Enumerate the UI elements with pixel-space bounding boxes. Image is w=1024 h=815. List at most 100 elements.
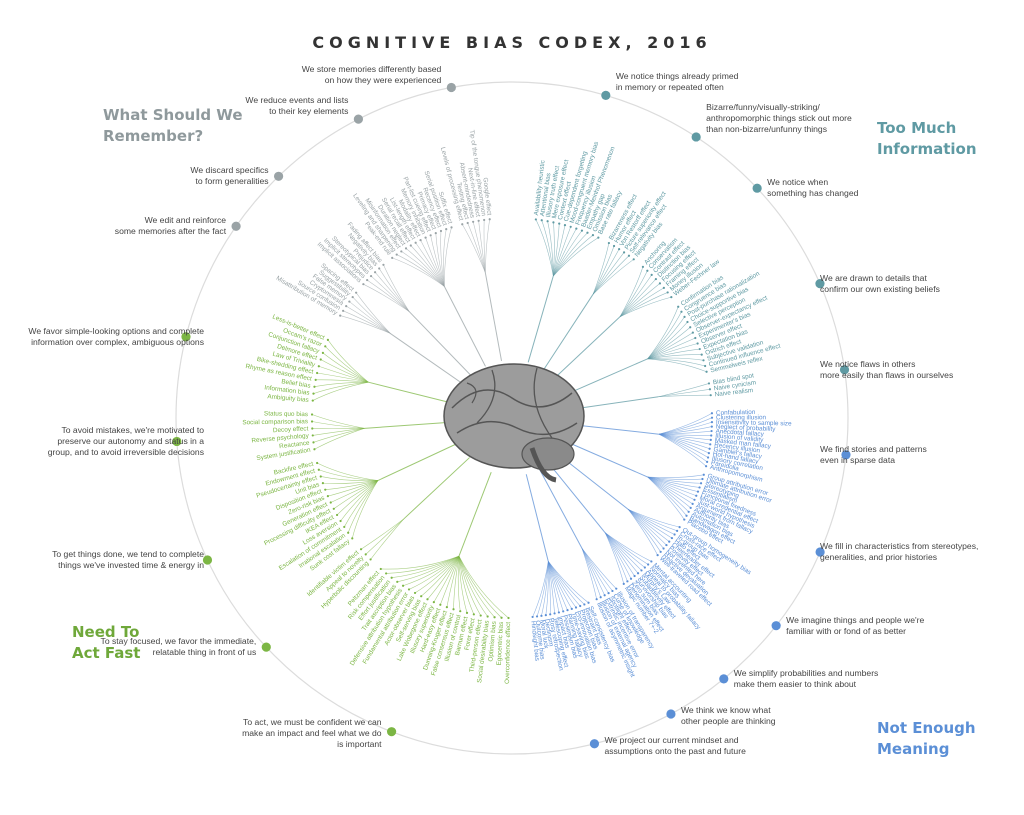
category-line: familiar with or fond of as better xyxy=(786,625,907,636)
category-label: We edit and reinforce some memories after… xyxy=(26,215,226,237)
bias-dot xyxy=(710,434,713,437)
branch-line xyxy=(430,235,445,287)
bias-dot xyxy=(465,611,469,614)
bias-dot xyxy=(324,345,327,348)
category-label: We discard specifics to form generalities xyxy=(69,165,268,187)
branch-line xyxy=(458,556,502,618)
bias-dot xyxy=(632,258,635,261)
branch-stem xyxy=(553,316,621,379)
branch-line xyxy=(659,426,712,435)
bias-dot xyxy=(683,518,686,521)
bias-label: Clustering illusion xyxy=(716,414,767,421)
bias-dot xyxy=(434,231,437,235)
bias-dot xyxy=(426,598,429,601)
bias-label: Belief bias xyxy=(281,378,311,390)
bias-dot xyxy=(311,427,314,430)
bias-dot xyxy=(407,588,411,591)
bias-dot xyxy=(607,592,610,595)
bias-dot xyxy=(366,278,369,282)
branch-line xyxy=(619,283,661,318)
branch-line xyxy=(647,321,688,360)
branch-stem xyxy=(443,286,486,367)
branch-line xyxy=(414,555,460,594)
category-line: than non-bizarre/unfunny things xyxy=(706,123,828,134)
bias-dot xyxy=(709,443,712,446)
branch-line xyxy=(327,339,369,383)
branch-line xyxy=(619,270,648,317)
bias-dot xyxy=(319,358,322,361)
branch-line xyxy=(330,480,378,503)
branch-line xyxy=(420,239,445,287)
branch-line xyxy=(458,556,475,615)
category-line: To stay focused, we favor the immediate, xyxy=(100,636,257,647)
category-line: things we've invested time & energy in xyxy=(58,559,204,570)
branch-line xyxy=(605,532,628,582)
branch-line xyxy=(545,561,549,616)
branch-line xyxy=(659,433,711,445)
category-dot xyxy=(172,436,182,447)
branch-line xyxy=(360,518,404,550)
bias-dot xyxy=(390,576,393,579)
branch-stem xyxy=(368,381,456,405)
quadrant-act-line2: Act Fast xyxy=(72,644,141,662)
bias-dot xyxy=(646,269,649,272)
category-line: is important xyxy=(337,739,382,750)
branch-line xyxy=(392,257,445,287)
branch-line xyxy=(333,480,379,510)
bias-dot xyxy=(488,218,491,221)
bias-dot xyxy=(329,501,332,504)
bias-dot xyxy=(531,615,534,619)
quadrant-meaning-line2: Meaning xyxy=(877,740,950,758)
branch-line xyxy=(659,433,712,436)
bias-dot xyxy=(419,239,422,242)
branch-line xyxy=(619,266,644,317)
category-dot xyxy=(589,739,600,749)
bias-dot xyxy=(414,241,417,244)
bias-dot xyxy=(662,286,665,289)
category-label: We imagine things and people we're famili… xyxy=(786,615,986,637)
category-line: confirm our own existing beliefs xyxy=(820,283,940,294)
branch-line xyxy=(314,428,365,450)
bias-dot xyxy=(694,336,697,340)
branch-line xyxy=(553,225,566,276)
bias-dot xyxy=(391,256,394,259)
branch-line xyxy=(548,561,573,610)
branch-line xyxy=(548,561,555,614)
category-line: something has changed xyxy=(767,188,859,199)
bias-dot xyxy=(345,305,348,308)
bias-dot xyxy=(695,494,698,497)
branch-line xyxy=(322,480,378,484)
category-line: We fill in characteristics from stereoty… xyxy=(820,541,979,552)
bias-dot xyxy=(500,616,503,619)
bias-dot xyxy=(546,220,549,223)
branch-stem xyxy=(564,440,648,478)
branch-line xyxy=(421,555,460,597)
bias-dot xyxy=(580,229,584,232)
bias-dot xyxy=(477,219,480,222)
branch-line xyxy=(327,480,378,497)
branch-line xyxy=(581,548,597,600)
bias-dot xyxy=(709,438,712,442)
bias-dot xyxy=(704,364,707,368)
branch-line xyxy=(628,509,664,549)
bias-dot xyxy=(326,495,329,498)
branch-line xyxy=(581,548,601,598)
bias-dot xyxy=(420,595,423,598)
bias-dot xyxy=(696,342,699,345)
bias-dot xyxy=(666,291,669,294)
bias-dot xyxy=(607,241,610,245)
branch-line xyxy=(457,556,461,612)
bias-dot xyxy=(326,338,329,341)
quadrant-act-line1: Need To xyxy=(72,623,140,641)
quadrant-info-line2: Information xyxy=(877,140,977,158)
branch-line xyxy=(383,264,410,312)
branch-line xyxy=(647,343,698,360)
bias-dot xyxy=(678,526,681,529)
bias-dot xyxy=(683,315,686,318)
category-line: generalities, and prior histories xyxy=(820,552,938,563)
branch-line xyxy=(462,224,486,273)
branch-line xyxy=(311,414,365,429)
category-line: other people are thinking xyxy=(680,716,776,727)
branch-line xyxy=(659,433,710,450)
category-dot xyxy=(752,183,762,193)
